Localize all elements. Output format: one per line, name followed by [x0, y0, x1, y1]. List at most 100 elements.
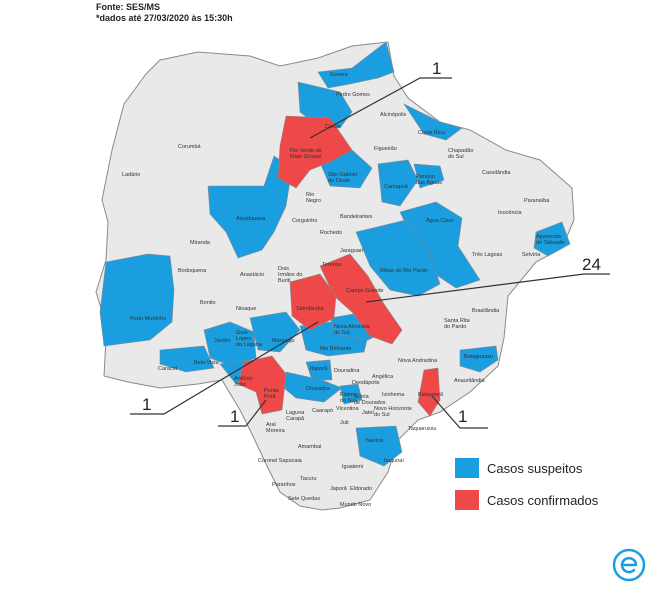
label-alcinopolis: Alcinópolis	[380, 112, 407, 118]
label-santa-rita: Santa Rita do Pardo	[444, 318, 471, 330]
label-tres-lagoas: Três Lagoas	[472, 252, 503, 258]
label-jaraguari: Jaraguari	[340, 248, 363, 254]
label-sao-gabriel: São Gabriel do Oeste	[328, 172, 357, 184]
label-laguna: Laguna Carapã	[286, 410, 305, 422]
label-vicentina: Vicentina	[336, 406, 359, 412]
region-campo-grande	[319, 253, 403, 345]
label-corumba: Corumbá	[178, 144, 202, 150]
region-ribas	[355, 219, 441, 297]
callout-line-bataypora	[431, 395, 488, 429]
label-bonito: Bonito	[200, 300, 216, 306]
region-bataypora	[417, 367, 441, 417]
callout-numbers: 1 24 1 1 1	[142, 59, 601, 426]
label-nioaque: Nioaque	[236, 306, 257, 312]
label-cassilandia: Cassilândia	[482, 170, 511, 176]
confirmed-swatch	[455, 490, 479, 510]
region-bela-vista-south	[159, 345, 215, 373]
label-mundo-novo: Mundo Novo	[340, 502, 371, 508]
region-aparecida	[533, 221, 571, 257]
label-agua-clara: Água Clara	[426, 217, 454, 224]
region-maracaju	[249, 311, 301, 353]
label-bataguassu: Bataguassu	[464, 354, 493, 360]
label-bataypora: Batayporã	[418, 392, 444, 398]
map-header: Fonte: SES/MS *dados até 27/03/2020 às 1…	[96, 2, 233, 24]
label-costa-rica: Costa Rica	[418, 130, 446, 136]
label-caracol: Caracol	[158, 366, 177, 372]
label-navirai: Naviraí	[366, 438, 384, 444]
label-corguinho: Corguinho	[292, 218, 317, 224]
label-maracaju: Maracaju	[272, 338, 295, 344]
label-sidrolandia: Sidrolândia	[296, 306, 324, 312]
source-text: Fonte: SES/MS	[96, 2, 161, 12]
label-sonora: Sonora	[330, 72, 349, 78]
region-porto-murtinho	[99, 253, 175, 347]
callout-line-ponta-pora	[218, 399, 267, 427]
label-novo-horizonte: Novo Horizonte do Sul	[374, 406, 412, 418]
label-antonio-joao: Antônio João	[234, 376, 253, 388]
legend-suspected: Casos suspeitos	[455, 458, 598, 478]
label-ribas: Ribas do Rio Pardo	[380, 268, 428, 274]
region-bataguassu	[459, 345, 499, 373]
label-japora: Japorã	[330, 486, 348, 492]
region-aquidauana	[207, 155, 293, 259]
suspected-swatch	[455, 458, 479, 478]
label-figueirao: Figueirão	[374, 146, 397, 152]
callout-bataypora: 1	[458, 407, 467, 426]
label-amambai: Amambai	[298, 444, 321, 450]
label-anastacio: Anastácio	[240, 272, 264, 278]
callout-lines	[130, 77, 610, 429]
region-sonora	[317, 41, 395, 89]
label-coxim: Coxim	[325, 124, 341, 130]
label-brasilandia: Brasilândia	[472, 308, 500, 314]
label-guia-lopes: Guia Lopes da Laguna	[236, 330, 263, 348]
municipality-labels: Sonora Pedro Gomes Alcinópolis Coxim Cos…	[122, 72, 565, 508]
legend-confirmed: Casos confirmados	[455, 490, 598, 510]
label-bodoquena: Bodoquena	[178, 268, 207, 274]
label-selviria: Selvíria	[522, 252, 541, 258]
label-caarapo: Caarapó	[312, 408, 333, 414]
label-douradina: Douradina	[334, 368, 360, 374]
label-rio-negro: Rio Negro	[306, 192, 321, 204]
label-tacuru: Tacuru	[300, 476, 317, 482]
label-paraiso: Paraíso das Águas	[416, 174, 442, 186]
label-nova-andradina: Nova Andradina	[398, 358, 438, 364]
region-navirai	[355, 425, 403, 467]
region-coxim	[297, 81, 353, 129]
callout-campo-grande: 24	[582, 255, 601, 274]
label-jardim: Jardim	[214, 338, 231, 344]
region-camapua	[377, 159, 419, 207]
label-inocencia: Inocência	[498, 210, 522, 216]
suspected-label: Casos suspeitos	[487, 460, 583, 476]
region-itapora	[305, 359, 333, 381]
label-paranaiba: Paranaíba	[524, 198, 550, 204]
map-legend: Casos suspeitos Casos confirmados	[455, 458, 598, 522]
callout-rio-verde: 1	[432, 59, 441, 78]
callout-line-campo-grande	[365, 273, 610, 303]
label-gloria: Glória de Dourados	[354, 394, 386, 406]
label-dourados: Dourados	[306, 386, 330, 392]
label-bandeirantes: Bandeirantes	[340, 214, 373, 220]
label-aparecida: Aparecida do Taboado	[536, 234, 565, 246]
label-ivinhema: Ivinhema	[382, 392, 405, 398]
label-sete-quedas: Sete Quedas	[288, 496, 320, 502]
region-ponta-pora	[237, 355, 287, 415]
label-rio-brilhante: Rio Brilhante	[320, 346, 352, 352]
label-jatei: Jateí	[362, 410, 374, 416]
label-chapadao: Chapadão do Sul	[448, 148, 473, 160]
callout-line-sidrolandia	[130, 321, 319, 415]
region-jardim	[203, 321, 257, 367]
logo-icon	[612, 548, 646, 582]
label-paranhos: Paranhos	[272, 482, 296, 488]
label-coronel-sapucaia: Coronel Sapucaia	[258, 458, 303, 464]
label-taquarussu: Taquarussu	[408, 426, 436, 432]
label-anaurilandia: Anaurilândia	[454, 378, 486, 384]
region-paraiso	[413, 163, 445, 189]
label-itapora: Itaporã	[310, 366, 328, 372]
label-pedro-gomes: Pedro Gomes	[336, 92, 370, 98]
label-juti: Juti	[340, 420, 349, 426]
label-iguatemi: Iguatemi	[342, 464, 363, 470]
label-eldorado: Eldorado	[350, 486, 372, 492]
region-sidrolandia	[289, 273, 337, 331]
label-angelica: Angélica	[372, 374, 394, 380]
